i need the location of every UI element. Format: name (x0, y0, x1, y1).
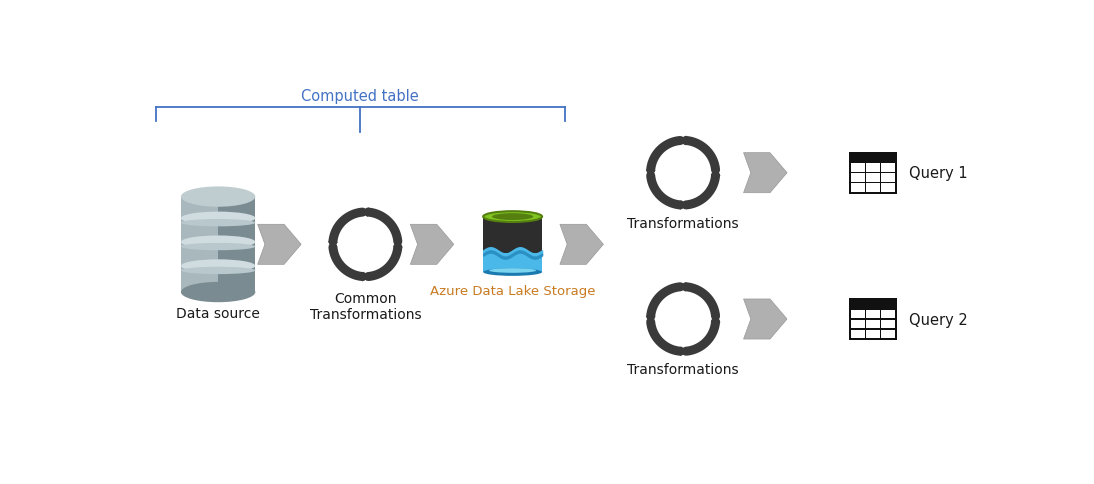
Polygon shape (710, 169, 721, 177)
Bar (849, 152, 897, 195)
Polygon shape (744, 153, 787, 193)
Bar (882, 164, 895, 173)
Text: Query 1: Query 1 (909, 166, 967, 181)
Text: Query 2: Query 2 (909, 312, 967, 327)
Bar (849, 298, 897, 340)
Polygon shape (645, 170, 655, 178)
Polygon shape (328, 242, 338, 249)
FancyBboxPatch shape (181, 197, 218, 292)
Ellipse shape (492, 213, 533, 221)
Polygon shape (679, 200, 687, 211)
Text: Data source: Data source (176, 306, 260, 320)
Bar (882, 330, 895, 338)
Bar (866, 174, 880, 182)
Polygon shape (258, 225, 301, 265)
Bar (851, 310, 864, 318)
Ellipse shape (181, 260, 255, 272)
Polygon shape (710, 315, 721, 323)
Bar (882, 184, 895, 193)
Polygon shape (361, 208, 369, 218)
Polygon shape (362, 272, 370, 282)
Polygon shape (393, 241, 403, 248)
Bar (866, 320, 880, 329)
Ellipse shape (181, 267, 255, 274)
Ellipse shape (181, 236, 255, 249)
Text: Transformations: Transformations (627, 363, 738, 377)
Bar (866, 164, 880, 173)
Bar (866, 184, 880, 193)
FancyBboxPatch shape (218, 197, 255, 292)
Polygon shape (679, 347, 687, 356)
Bar (851, 174, 864, 182)
Ellipse shape (181, 187, 255, 207)
Polygon shape (744, 300, 787, 339)
Bar (882, 310, 895, 318)
Ellipse shape (181, 282, 255, 302)
Ellipse shape (181, 220, 255, 227)
Bar (866, 330, 880, 338)
Ellipse shape (484, 212, 542, 223)
Bar (851, 184, 864, 193)
Bar (866, 310, 880, 318)
Bar (851, 320, 864, 329)
Text: Common
Transformations: Common Transformations (310, 291, 421, 321)
Text: Computed table: Computed table (302, 89, 419, 104)
Polygon shape (679, 136, 686, 146)
Polygon shape (410, 225, 454, 265)
Ellipse shape (484, 269, 542, 276)
Polygon shape (645, 316, 655, 323)
Text: Transformations: Transformations (627, 216, 738, 230)
Polygon shape (484, 217, 542, 253)
Text: Azure Data Lake Storage: Azure Data Lake Storage (430, 285, 595, 298)
Polygon shape (679, 282, 686, 292)
Bar (882, 320, 895, 329)
Bar (882, 174, 895, 182)
Ellipse shape (489, 269, 536, 273)
Polygon shape (484, 253, 542, 272)
Ellipse shape (181, 212, 255, 225)
Bar (851, 330, 864, 338)
Polygon shape (560, 225, 604, 265)
Bar (851, 164, 864, 173)
Ellipse shape (181, 243, 255, 251)
